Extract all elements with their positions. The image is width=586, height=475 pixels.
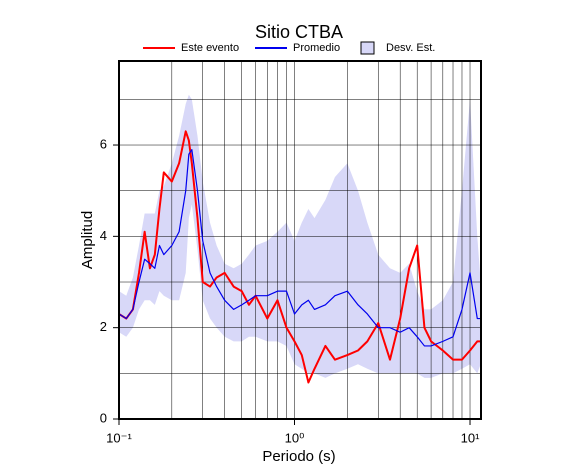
series-line bbox=[118, 148, 481, 347]
x-axis-label: Periodo (s) bbox=[262, 448, 335, 465]
y-tick-label: 0 bbox=[100, 410, 107, 425]
plot-frame bbox=[118, 60, 482, 420]
x-tick-label: 10¹ bbox=[461, 430, 480, 445]
y-tick-label: 6 bbox=[100, 136, 107, 151]
y-tick-label: 2 bbox=[100, 319, 107, 334]
y-axis-label: Amplitud bbox=[79, 211, 96, 269]
legend-label: Promedio bbox=[293, 42, 340, 54]
y-tick-label: 4 bbox=[100, 228, 107, 243]
x-tick-label: 10⁻¹ bbox=[106, 430, 132, 445]
legend-label: Este evento bbox=[181, 42, 239, 54]
chart-title: Sitio CTBA bbox=[255, 22, 343, 42]
legend-label: Desv. Est. bbox=[386, 42, 435, 54]
legend-swatch bbox=[360, 41, 375, 55]
x-tick-label: 10⁰ bbox=[285, 430, 305, 445]
series-line bbox=[118, 130, 481, 384]
